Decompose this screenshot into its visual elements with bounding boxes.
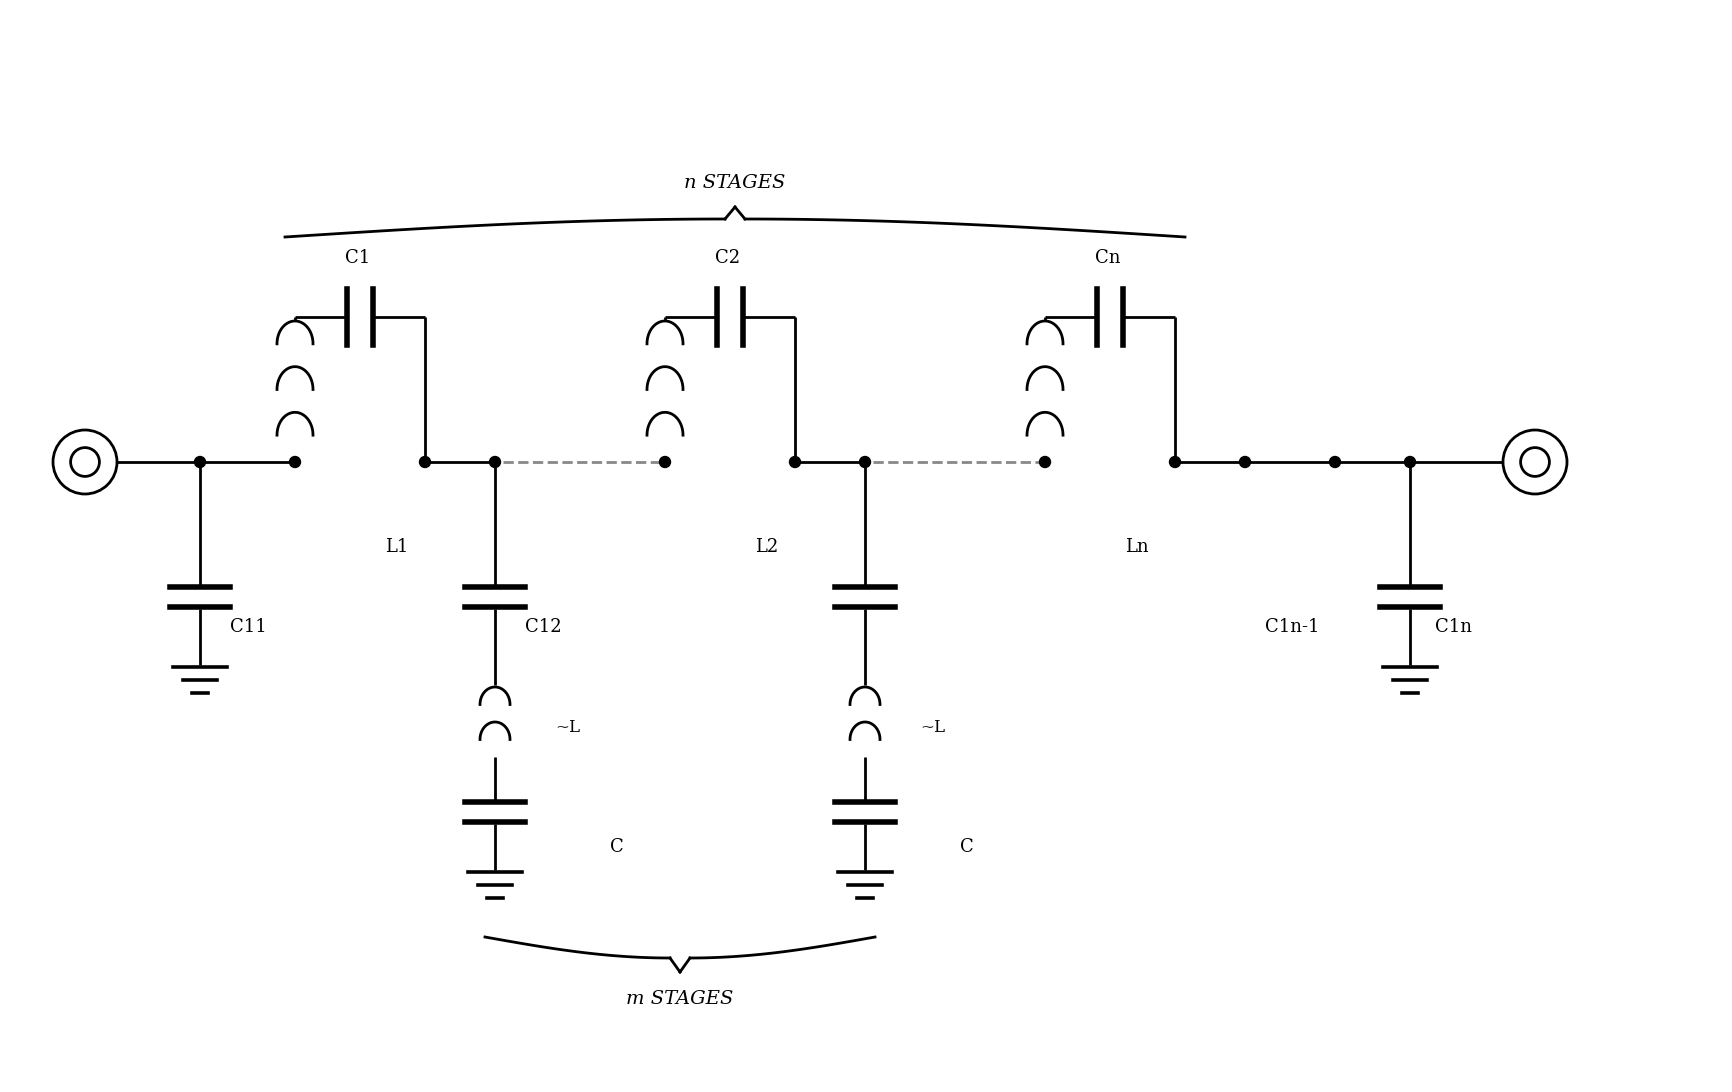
- Text: m STAGES: m STAGES: [627, 990, 734, 1008]
- Circle shape: [859, 456, 871, 467]
- Circle shape: [1169, 456, 1181, 467]
- Text: C1n-1: C1n-1: [1264, 618, 1320, 636]
- Text: C1: C1: [345, 249, 371, 268]
- Text: C12: C12: [525, 618, 561, 636]
- Text: C2: C2: [715, 249, 740, 268]
- Text: C: C: [960, 838, 973, 856]
- Circle shape: [490, 456, 501, 467]
- Text: ~L: ~L: [920, 719, 946, 736]
- Circle shape: [1330, 456, 1341, 467]
- Circle shape: [194, 456, 206, 467]
- Circle shape: [289, 456, 300, 467]
- Circle shape: [660, 456, 670, 467]
- Circle shape: [1039, 456, 1051, 467]
- Text: L2: L2: [755, 538, 778, 556]
- Text: Ln: Ln: [1126, 538, 1148, 556]
- Circle shape: [790, 456, 800, 467]
- Text: L1: L1: [385, 538, 409, 556]
- Circle shape: [1405, 456, 1415, 467]
- Text: C1n: C1n: [1436, 618, 1472, 636]
- Circle shape: [419, 456, 431, 467]
- Circle shape: [1240, 456, 1251, 467]
- Text: n STAGES: n STAGES: [684, 174, 786, 192]
- Text: ~L: ~L: [554, 719, 580, 736]
- Text: C: C: [610, 838, 624, 856]
- Text: Cn: Cn: [1095, 249, 1121, 268]
- Text: C11: C11: [230, 618, 267, 636]
